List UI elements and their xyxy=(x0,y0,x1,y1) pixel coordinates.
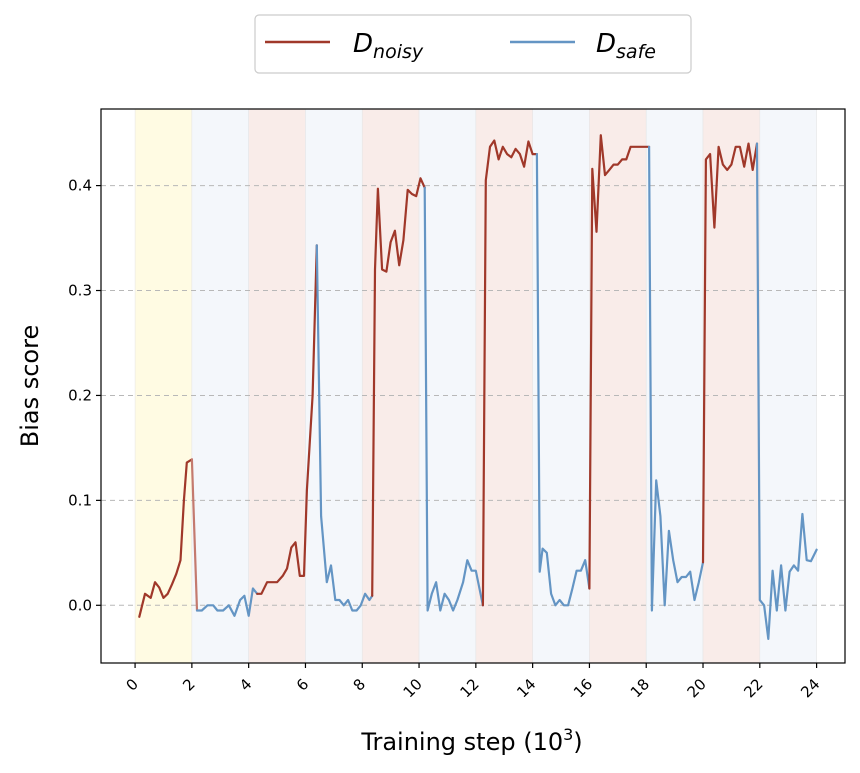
y-tick-label: 0.3 xyxy=(68,282,92,300)
series-line-noisy xyxy=(588,134,651,590)
x-tick-label: 18 xyxy=(627,675,653,701)
y-tick-label: 0.0 xyxy=(68,596,92,614)
y-axis-ticks: 0.0 0.1 0.2 0.3 0.4 xyxy=(68,177,101,614)
series-line-noisy xyxy=(190,458,199,612)
series-line-safe xyxy=(315,244,374,612)
y-tick-label: 0.1 xyxy=(68,491,92,509)
y-tick-label: 0.2 xyxy=(68,386,92,404)
series-line-safe xyxy=(755,142,818,641)
x-tick-label: 0 xyxy=(122,675,141,694)
series-line-noisy xyxy=(481,139,539,607)
y-gridlines xyxy=(101,185,845,606)
x-tick-label: 20 xyxy=(684,675,710,701)
series-line-noisy xyxy=(701,142,759,564)
y-tick-label: 0.4 xyxy=(68,177,92,195)
x-tick-label: 10 xyxy=(400,675,426,701)
series-line-safe xyxy=(647,145,705,612)
x-tick-label: 8 xyxy=(350,675,369,694)
y-axis-label: Bias score xyxy=(16,325,44,447)
data-series xyxy=(138,134,818,641)
x-axis-label: Training step (103) xyxy=(360,725,582,756)
phase-band-0 xyxy=(134,108,193,664)
legend: Dnoisy Dsafe xyxy=(254,14,692,74)
series-line-noisy xyxy=(371,177,426,597)
phase-band-1 xyxy=(191,108,249,664)
x-tick-label: 2 xyxy=(179,675,198,694)
x-tick-label: 16 xyxy=(570,675,596,701)
x-tick-label: 12 xyxy=(456,675,482,701)
phase-band-3 xyxy=(305,108,363,664)
phase-band-9 xyxy=(645,108,704,664)
series-line-safe xyxy=(423,186,484,612)
legend-box xyxy=(254,14,692,74)
x-tick-label: 24 xyxy=(797,675,823,701)
x-tick-label: 14 xyxy=(513,675,539,701)
legend-label-noisy: Dnoisy xyxy=(353,29,424,63)
phase-band-11 xyxy=(759,108,817,664)
legend-label-safe: Dsafe xyxy=(596,29,656,63)
series-line-safe xyxy=(535,153,591,607)
series-line-noisy xyxy=(138,458,193,618)
phase-band-7 xyxy=(532,108,590,664)
x-tick-label: 4 xyxy=(236,675,255,694)
phase-bands xyxy=(134,108,817,664)
x-tick-label: 22 xyxy=(740,675,766,701)
x-axis-ticks: 0 2 4 6 8 10 12 14 16 18 20 22 24 xyxy=(122,663,823,701)
x-tick-label: 6 xyxy=(293,675,312,694)
plot-frame xyxy=(100,108,846,664)
series-line-noisy xyxy=(256,244,318,595)
phase-band-2 xyxy=(248,108,306,664)
series-line-safe xyxy=(195,587,259,617)
